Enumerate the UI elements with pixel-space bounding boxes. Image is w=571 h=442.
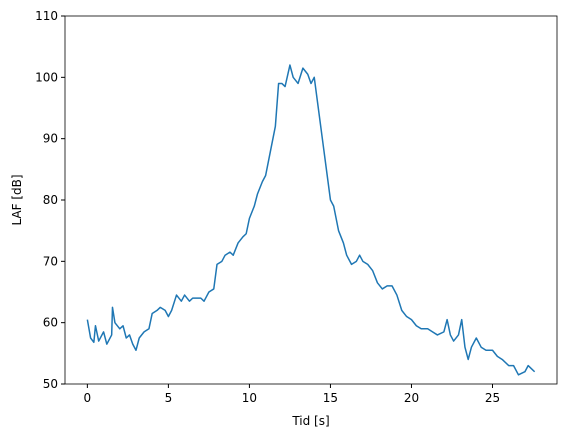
x-tick-label: 0 xyxy=(84,391,92,405)
x-tick-label: 15 xyxy=(323,391,338,405)
y-axis-label: LAF [dB] xyxy=(10,174,24,225)
y-tick-label: 50 xyxy=(43,377,58,391)
x-axis-label: Tid [s] xyxy=(291,414,329,428)
x-tick-label: 5 xyxy=(165,391,173,405)
y-tick-label: 100 xyxy=(35,70,58,84)
y-tick-label: 80 xyxy=(43,193,58,207)
y-tick-label: 60 xyxy=(43,316,58,330)
x-tick-label: 20 xyxy=(404,391,419,405)
x-tick-label: 10 xyxy=(242,391,257,405)
y-tick-label: 70 xyxy=(43,254,58,268)
plot-frame xyxy=(64,15,558,385)
line-series xyxy=(86,64,536,376)
x-tick-label: 25 xyxy=(485,391,500,405)
y-tick-label: 110 xyxy=(35,9,58,23)
y-tick-label: 90 xyxy=(43,132,58,146)
